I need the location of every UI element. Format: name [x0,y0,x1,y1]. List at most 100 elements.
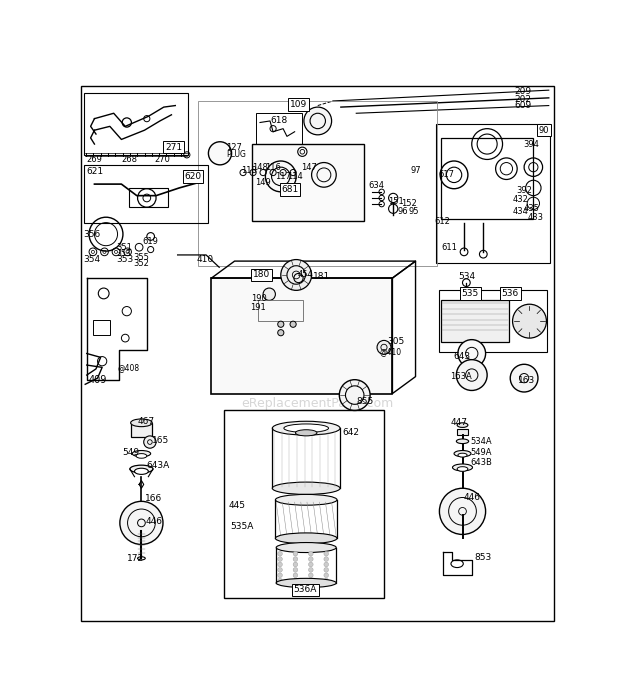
Text: 446: 446 [145,517,162,526]
Ellipse shape [454,451,471,456]
Text: 163: 163 [518,376,535,385]
Text: 353: 353 [116,255,133,264]
Text: 433: 433 [528,213,544,222]
Circle shape [290,321,296,328]
Ellipse shape [457,423,468,428]
Ellipse shape [456,439,469,444]
Text: 209: 209 [514,88,531,96]
Text: 268: 268 [122,155,138,164]
Bar [198,101,437,267]
Text: 409: 409 [88,375,107,386]
Text: 394: 394 [523,139,539,148]
Circle shape [309,552,313,556]
Text: 634: 634 [368,181,384,190]
Text: 109: 109 [290,100,307,109]
Text: 643B: 643B [470,458,492,468]
Circle shape [278,568,282,572]
Text: 166: 166 [144,494,162,503]
Text: 356: 356 [83,230,100,239]
Circle shape [309,573,313,577]
Text: 127: 127 [226,144,242,153]
Text: 351: 351 [117,243,133,252]
Circle shape [278,552,282,556]
Text: @410: @410 [379,346,402,356]
Circle shape [281,260,312,290]
Bar [441,138,533,218]
Text: 536A: 536A [294,585,317,594]
Text: 643: 643 [453,352,471,361]
Circle shape [144,436,156,448]
Circle shape [293,578,298,583]
Circle shape [510,364,538,392]
Circle shape [324,562,329,567]
Text: 534: 534 [458,272,475,281]
Text: 536: 536 [502,289,519,298]
Ellipse shape [458,453,467,457]
Text: 612: 612 [435,216,451,225]
Ellipse shape [132,451,151,456]
Circle shape [293,552,298,556]
Text: 352: 352 [133,259,149,268]
Text: 609: 609 [514,101,531,110]
Circle shape [278,330,284,336]
Text: 180: 180 [253,270,270,279]
Circle shape [324,568,329,572]
Bar [84,93,188,155]
Text: 621: 621 [87,167,104,176]
Text: 467: 467 [138,416,155,426]
Text: 151: 151 [389,197,404,206]
Text: 446: 446 [464,493,481,502]
Bar [259,300,303,321]
Circle shape [309,556,313,561]
Circle shape [293,556,298,561]
Text: 190: 190 [252,293,267,302]
Bar [93,320,110,335]
Ellipse shape [131,419,152,427]
Text: 855: 855 [356,397,373,406]
Text: 172: 172 [126,554,144,563]
Text: 410: 410 [196,255,213,264]
Text: 114: 114 [287,172,303,181]
Circle shape [324,573,329,577]
Ellipse shape [275,533,337,544]
Text: 355: 355 [133,253,149,262]
Text: 620: 620 [184,172,202,181]
Circle shape [513,304,546,338]
Circle shape [278,562,282,567]
Bar [252,144,364,221]
Circle shape [278,573,282,577]
Bar [441,300,508,342]
Text: 163A: 163A [450,372,472,381]
Text: 191: 191 [250,303,266,312]
Text: 549: 549 [122,448,140,457]
Text: 611: 611 [441,243,458,252]
Circle shape [339,379,370,410]
Ellipse shape [295,430,317,436]
Circle shape [377,340,391,354]
Ellipse shape [130,466,153,473]
Text: 617: 617 [438,170,454,179]
Text: PLUG: PLUG [226,150,246,159]
Text: 353: 353 [117,249,131,258]
Circle shape [263,288,275,300]
Text: 447: 447 [451,419,468,427]
Bar [457,429,468,435]
Bar [224,410,384,598]
Text: 202: 202 [514,95,531,104]
Text: 165: 165 [152,436,169,445]
Text: 354: 354 [83,255,100,264]
Circle shape [208,142,231,165]
Text: 152: 152 [401,199,417,208]
Ellipse shape [136,454,147,458]
Text: 618: 618 [270,116,287,125]
Text: 117: 117 [275,172,291,181]
Circle shape [324,556,329,561]
Circle shape [324,578,329,583]
Ellipse shape [272,482,340,494]
Text: 619: 619 [142,237,158,246]
Text: 181: 181 [313,272,330,281]
Bar [440,290,547,352]
Text: @408: @408 [118,363,140,372]
Circle shape [278,321,284,328]
Ellipse shape [272,421,340,435]
